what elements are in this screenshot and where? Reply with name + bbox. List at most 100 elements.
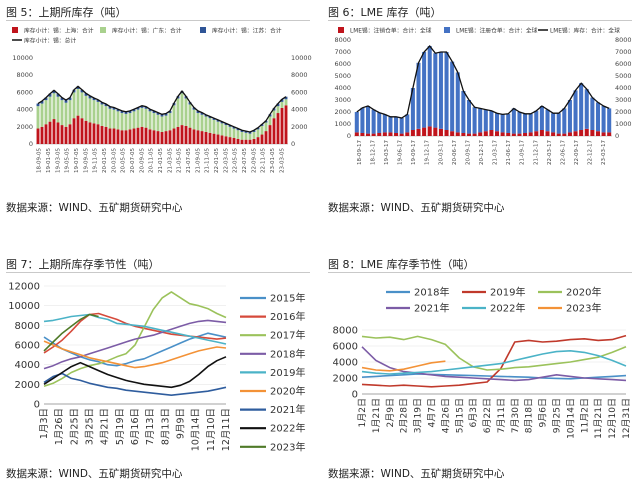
- fig5-bar-s0-36: [180, 125, 184, 144]
- fig6-bar-s0-3: [371, 133, 376, 136]
- fig7-ytick-2: 4000: [15, 360, 40, 371]
- fig5-bar-s2-13: [88, 95, 92, 99]
- fig5-bar-s0-22: [124, 130, 128, 144]
- fig6-legend-label-1: LME锡：注册仓单：合计：全球: [456, 27, 538, 35]
- fig5-bar-s1-44: [212, 119, 216, 134]
- fig5-bar-s2-16: [100, 102, 104, 105]
- fig7-xtick-5: 5月19日: [115, 408, 126, 445]
- fig5-bar-s2-32: [164, 113, 168, 116]
- fig5-bar-s1-28: [148, 111, 152, 130]
- fig6-bar-s1-20: [466, 100, 471, 134]
- fig5-bar-s0-16: [100, 125, 104, 144]
- fig8-xtick-18: 12月10日: [607, 398, 618, 439]
- fig5-bar-s1-48: [228, 126, 232, 138]
- fig5-xtick-15: 21-05-05: [177, 148, 183, 173]
- fig8-xtick-10: 7月11日: [496, 398, 507, 433]
- fig5-bar-s1-52: [244, 132, 248, 140]
- fig6-ytick-left-5: 5000: [334, 72, 351, 80]
- fig5-bar-s2-10: [76, 86, 80, 89]
- fig5-bar-s2-55: [256, 127, 260, 130]
- fig6-bar-s0-6: [388, 132, 393, 136]
- fig6-bar-s0-45: [607, 132, 612, 136]
- fig6-bar-s1-7: [394, 116, 399, 133]
- fig7-ytick-4: 8000: [15, 321, 40, 332]
- fig6-bar-s0-12: [422, 127, 427, 136]
- fig5-xtick-4: 19-07-05: [74, 148, 80, 173]
- fig6-legend-swatch-1: [444, 27, 450, 33]
- fig5-bar-s1-58: [268, 116, 272, 126]
- fig6-ytick-left-1: 1000: [334, 120, 351, 128]
- fig5-bar-s1-19: [112, 109, 116, 129]
- fig5-bar-s0-7: [64, 126, 68, 144]
- fig6-bar-s1-24: [489, 110, 494, 130]
- fig6-legend-label-0: LME锡：注销仓单：合计：全球: [350, 27, 432, 35]
- fig5-xtick-20: 22-03-05: [223, 148, 229, 173]
- fig5-bar-s1-45: [216, 121, 220, 135]
- fig7-xtick-7: 7月13日: [145, 408, 156, 445]
- fig5-ytick-right-0: 0: [291, 140, 295, 148]
- fig5-bar-s0-60: [276, 113, 280, 144]
- fig5-bar-s1-41: [200, 114, 204, 132]
- fig5-legend-swatch-0: [12, 27, 18, 33]
- fig6-bar-s0-35: [551, 132, 556, 136]
- fig5-bar-s0-18: [108, 128, 112, 144]
- fig5-bar-s0-37: [184, 125, 188, 144]
- fig7-legend-label-0: 2015年: [270, 292, 305, 305]
- fig5-bar-s1-16: [100, 104, 104, 126]
- fig6-xtick-10: 21-03-17: [493, 140, 499, 165]
- fig6-source: 数据来源：WIND、五矿期货研究中心: [328, 202, 505, 214]
- fig5-xtick-19: 22-01-05: [214, 148, 220, 173]
- fig6-bar-s0-8: [399, 133, 404, 136]
- fig5-bar-s2-3: [48, 93, 52, 97]
- fig8-xtick-19: 12月31日: [621, 398, 632, 439]
- fig6-title: 图 6：LME 库存（吨）: [328, 6, 442, 19]
- fig6-bar-s1-38: [567, 100, 572, 133]
- fig6-bar-s1-33: [539, 106, 544, 130]
- fig5-bar-s1-10: [76, 88, 80, 116]
- fig6-bar-s0-16: [444, 130, 449, 136]
- fig7-legend-label-7: 2022年: [270, 422, 305, 435]
- fig5-bar-s0-44: [212, 133, 216, 144]
- fig8-xtick-5: 4月7日: [426, 398, 437, 427]
- fig5-bar-s0-8: [68, 124, 72, 144]
- fig6-bar-s0-2: [366, 133, 371, 136]
- fig5-ytick-left-5: 10000: [12, 54, 33, 62]
- fig6-ytick-left-0: 0: [347, 132, 351, 140]
- fig5-bar-s1-0: [36, 106, 40, 129]
- fig6-bar-s1-36: [556, 113, 561, 134]
- fig6-bar-s1-27: [506, 113, 511, 133]
- fig8-xtick-3: 2月28日: [399, 398, 410, 433]
- fig5-bar-s0-20: [116, 129, 120, 144]
- fig6-bar-s0-13: [427, 126, 432, 136]
- fig5-bar-s0-28: [148, 129, 152, 144]
- fig7-xtick-11: 11月10日: [206, 408, 217, 451]
- fig5-bar-s1-55: [256, 129, 260, 138]
- fig5-bar-s0-14: [92, 123, 96, 144]
- fig6-bar-s0-24: [489, 130, 494, 136]
- fig7-xtick-3: 3月25日: [85, 408, 96, 445]
- fig5-bar-s0-32: [164, 131, 168, 144]
- fig5-bar-s1-56: [260, 125, 264, 135]
- fig5-bar-s0-34: [172, 128, 176, 144]
- fig5-bar-s0-1: [40, 126, 44, 144]
- fig5-bar-s0-24: [132, 128, 136, 144]
- fig5-bar-s0-5: [56, 122, 60, 144]
- fig6-bar-s0-32: [534, 131, 539, 136]
- fig5-xtick-11: 20-09-05: [139, 148, 145, 173]
- fig5-bar-s1-17: [104, 106, 108, 127]
- fig5-bar-s2-33: [168, 110, 172, 114]
- fig7-line-7: [43, 356, 227, 389]
- fig6-xtick-8: 20-09-17: [465, 140, 471, 165]
- fig5-bar-s2-0: [36, 103, 40, 107]
- fig6-bar-s0-40: [579, 130, 584, 136]
- fig6-bar-s1-31: [528, 113, 533, 133]
- fig6-bar-s1-30: [523, 113, 528, 133]
- fig5-ytick-right-4: 8000: [291, 71, 308, 79]
- fig5-bar-s2-51: [240, 130, 244, 132]
- fig6-bar-s1-29: [517, 112, 522, 134]
- fig8-xtick-16: 11月2日: [579, 398, 590, 433]
- fig7-ytick-3: 6000: [15, 341, 40, 352]
- fig5-xtick-22: 22-07-05: [242, 148, 248, 173]
- fig8-ytick-0: 0: [352, 390, 358, 401]
- fig6-bar-s0-42: [590, 130, 595, 136]
